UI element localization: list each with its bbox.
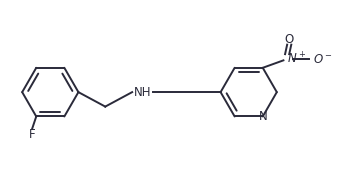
Text: $O^-$: $O^-$ xyxy=(313,53,333,66)
Text: $N^+$: $N^+$ xyxy=(287,51,306,67)
Text: O: O xyxy=(284,33,294,46)
Text: F: F xyxy=(29,128,35,141)
Text: NH: NH xyxy=(134,86,151,99)
Text: N: N xyxy=(259,110,268,123)
